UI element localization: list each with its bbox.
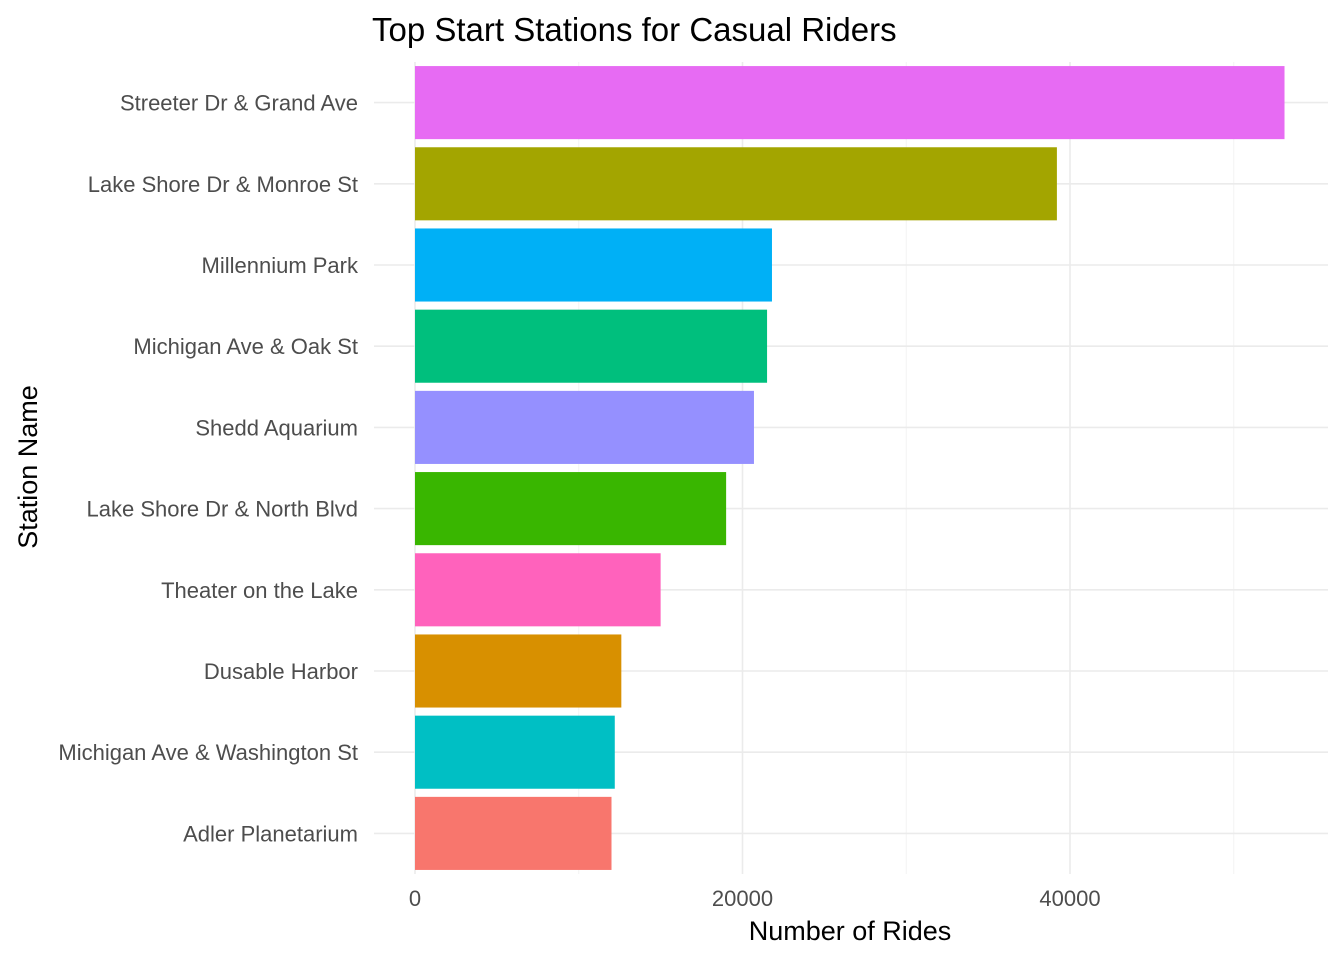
bar — [415, 228, 772, 302]
bar — [415, 390, 754, 464]
bar — [415, 472, 727, 546]
y-axis-title: Station Name — [13, 385, 43, 549]
bar — [415, 634, 622, 708]
bar — [415, 66, 1285, 140]
y-tick-label: Dusable Harbor — [204, 659, 358, 684]
x-tick-label: 0 — [409, 886, 421, 911]
bar — [415, 309, 768, 383]
x-tick-label: 20000 — [712, 886, 773, 911]
y-tick-label: Theater on the Lake — [161, 578, 358, 603]
bar — [415, 147, 1057, 221]
y-tick-label: Adler Planetarium — [183, 821, 358, 846]
y-tick-label: Lake Shore Dr & Monroe St — [88, 172, 358, 197]
y-tick-label: Streeter Dr & Grand Ave — [120, 91, 358, 116]
y-tick-label: Lake Shore Dr & North Blvd — [87, 497, 358, 522]
y-tick-labels: Streeter Dr & Grand Ave Lake Shore Dr & M… — [58, 91, 359, 847]
chart-title: Top Start Stations for Casual Riders — [372, 11, 897, 48]
y-tick-label: Shedd Aquarium — [195, 415, 358, 440]
y-tick-label: Millennium Park — [202, 253, 359, 278]
x-tick-label: 40000 — [1039, 886, 1100, 911]
x-tick-labels: 0 20000 40000 — [409, 886, 1101, 911]
bars — [415, 66, 1285, 870]
y-tick-label: Michigan Ave & Washington St — [58, 740, 358, 765]
x-axis-title: Number of Rides — [749, 916, 952, 946]
bar — [415, 553, 661, 627]
y-tick-label: Michigan Ave & Oak St — [133, 334, 358, 359]
bar — [415, 715, 615, 789]
bar — [415, 796, 612, 870]
